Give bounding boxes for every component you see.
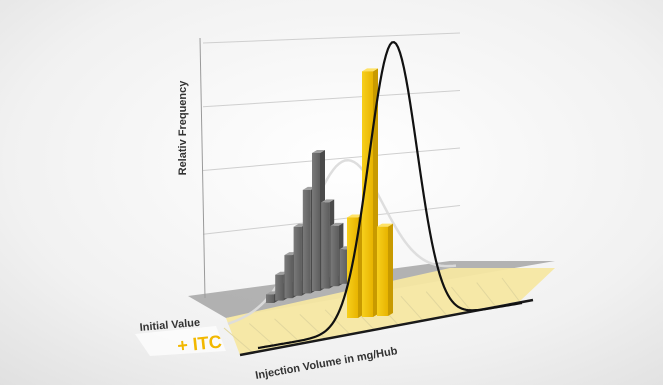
itc-bar-front: [377, 226, 388, 316]
floor-tick: [501, 277, 521, 303]
itc-bar: [347, 214, 363, 318]
initial-value-bar-front: [284, 255, 293, 299]
floor-tick: [223, 327, 253, 353]
itc-bar: [377, 223, 393, 316]
initial-value-bar-front: [339, 249, 348, 284]
initial-value-bar-front: [293, 226, 302, 296]
itc-bar: [362, 68, 378, 317]
gridline: [202, 32, 461, 44]
itc-bar-top: [362, 68, 378, 72]
initial-value-bar-front: [275, 274, 284, 301]
gridline: [202, 90, 461, 108]
initial-value-bar-front: [321, 202, 330, 289]
itc-label-backdrop: [135, 326, 226, 356]
itc-bar-side: [358, 214, 363, 318]
gridlines: [202, 32, 461, 235]
initial-value-bar-front: [302, 189, 311, 294]
series-label-itc: + ITC: [176, 331, 222, 356]
y-axis-label: Relativ Frequency: [177, 80, 189, 176]
itc-bar-side: [373, 68, 378, 317]
floor-tick: [324, 309, 350, 335]
initial-value-bar-front: [266, 294, 274, 303]
itc-bar-top: [377, 223, 393, 227]
floor-tick: [400, 295, 423, 321]
itc-bar-side: [388, 223, 393, 316]
initial-value-bar-front: [312, 152, 320, 291]
floor-tick: [451, 286, 472, 312]
floor-tick: [248, 323, 277, 348]
y-axis-line: [199, 37, 206, 299]
initial-value-bar-top: [312, 149, 325, 153]
initial-value-bars: [266, 149, 353, 303]
itc-fit-curve: [257, 40, 523, 350]
initial-value-bar-front: [330, 225, 339, 287]
floor-tick: [425, 291, 448, 316]
floor-tick: [476, 282, 497, 307]
itc-bar-top: [347, 214, 363, 218]
initial-value-bar-top: [330, 222, 344, 226]
initial-value-bar-top: [321, 199, 335, 203]
itc-bar-front: [362, 71, 373, 317]
floor-tick: [274, 318, 302, 344]
